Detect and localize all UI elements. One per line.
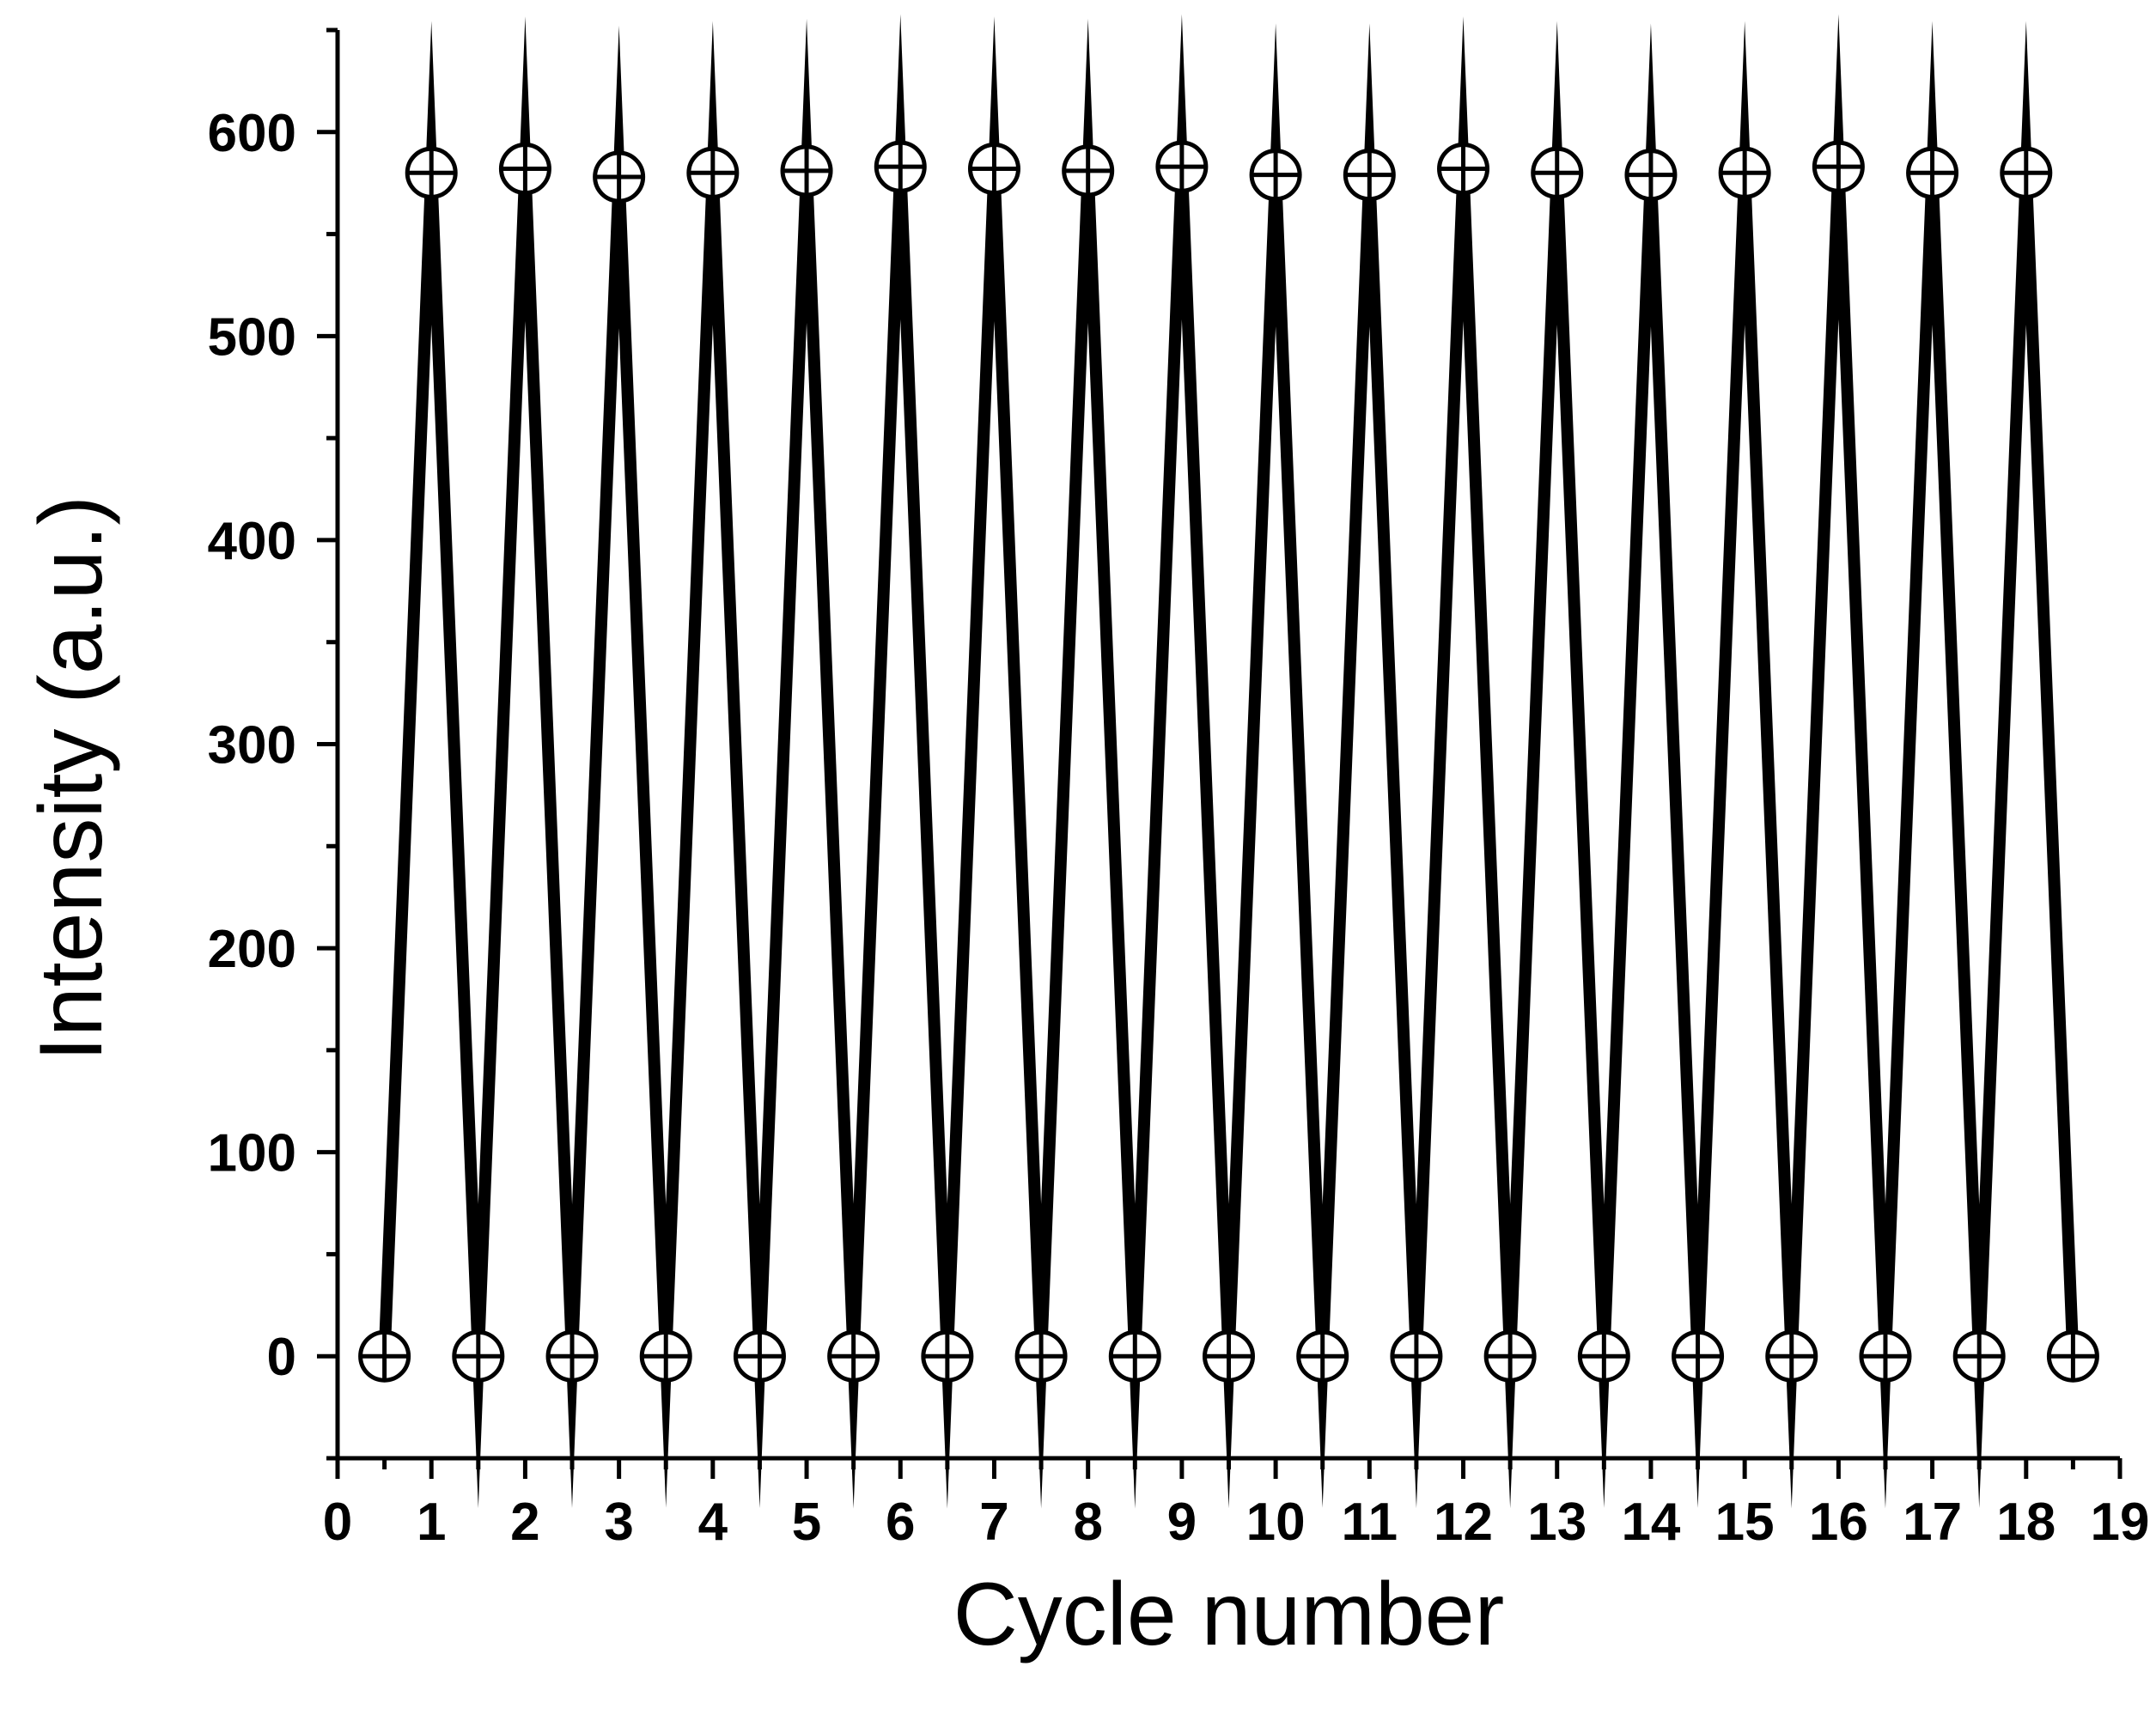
data-line-layer xyxy=(378,14,2080,1509)
y-tick-label: 500 xyxy=(208,307,296,367)
data-point xyxy=(1203,1329,1255,1383)
series-line xyxy=(378,14,2080,1509)
data-marker-layer xyxy=(358,140,2099,1383)
x-tick-label: 14 xyxy=(1621,1493,1680,1552)
data-point xyxy=(1343,149,1396,202)
x-tick-label: 8 xyxy=(1073,1493,1102,1552)
x-tick-label: 4 xyxy=(698,1493,728,1552)
x-tick-label: 1 xyxy=(417,1493,446,1552)
data-point xyxy=(1577,1329,1630,1383)
x-tick-label: 5 xyxy=(792,1493,821,1552)
x-tick-label: 3 xyxy=(604,1493,633,1552)
data-point xyxy=(1906,146,1959,199)
data-point xyxy=(1483,1329,1537,1383)
y-tick-label: 600 xyxy=(208,104,296,163)
data-point xyxy=(1718,146,1771,199)
x-tick-label: 2 xyxy=(510,1493,539,1552)
data-point xyxy=(1014,1329,1068,1383)
data-point xyxy=(733,1329,786,1383)
x-tick-label: 0 xyxy=(323,1493,352,1552)
data-point xyxy=(593,150,646,204)
x-tick-label: 12 xyxy=(1434,1493,1493,1552)
data-point xyxy=(1531,146,1584,199)
data-point xyxy=(1624,149,1678,202)
x-tick-label: 6 xyxy=(886,1493,915,1552)
data-point xyxy=(545,1329,599,1383)
y-tick-label: 100 xyxy=(208,1124,296,1183)
data-point xyxy=(1765,1329,1818,1383)
data-point xyxy=(1108,1329,1161,1383)
data-point xyxy=(1249,149,1302,202)
x-tick-label: 11 xyxy=(1342,1493,1398,1552)
data-point xyxy=(827,1329,880,1383)
x-tick-label: 7 xyxy=(979,1493,1008,1552)
data-point xyxy=(452,1329,505,1383)
data-point xyxy=(1296,1329,1349,1383)
x-tick-label: 19 xyxy=(2091,1493,2150,1552)
data-point xyxy=(1437,143,1490,196)
data-point xyxy=(2046,1329,2099,1383)
x-tick-label: 9 xyxy=(1167,1493,1197,1552)
data-point xyxy=(1155,140,1209,193)
x-tick-label: 13 xyxy=(1527,1493,1587,1552)
x-axis-title: Cycle number xyxy=(953,1565,1505,1664)
x-tick-label: 10 xyxy=(1246,1493,1306,1552)
y-tick-label: 200 xyxy=(208,920,296,979)
data-point xyxy=(358,1329,411,1383)
data-point xyxy=(405,146,458,199)
data-point xyxy=(780,144,833,198)
y-tick-label: 0 xyxy=(267,1328,296,1387)
data-point xyxy=(967,143,1020,196)
data-point xyxy=(686,146,740,199)
x-tick-label: 18 xyxy=(1996,1493,2056,1552)
y-tick-label: 400 xyxy=(208,512,296,571)
data-point xyxy=(498,143,551,196)
data-point xyxy=(1062,144,1115,198)
x-tick-label: 17 xyxy=(1903,1493,1962,1552)
data-point xyxy=(1390,1329,1443,1383)
x-tick-label: 15 xyxy=(1715,1493,1775,1552)
data-point xyxy=(921,1329,974,1383)
y-axis-title: Intensity (a.u.) xyxy=(21,496,121,1061)
data-point xyxy=(1952,1329,2006,1383)
data-point xyxy=(874,140,927,193)
data-point xyxy=(1672,1329,1725,1383)
x-tick-label: 16 xyxy=(1809,1493,1868,1552)
data-point xyxy=(2000,146,2053,199)
y-tick-label: 300 xyxy=(208,716,296,775)
data-point xyxy=(639,1329,692,1383)
data-point xyxy=(1859,1329,1912,1383)
data-point xyxy=(1812,140,1865,193)
